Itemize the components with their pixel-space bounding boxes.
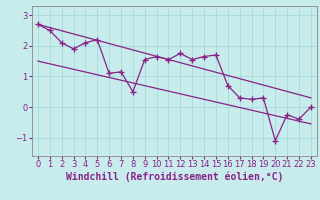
- X-axis label: Windchill (Refroidissement éolien,°C): Windchill (Refroidissement éolien,°C): [66, 172, 283, 182]
